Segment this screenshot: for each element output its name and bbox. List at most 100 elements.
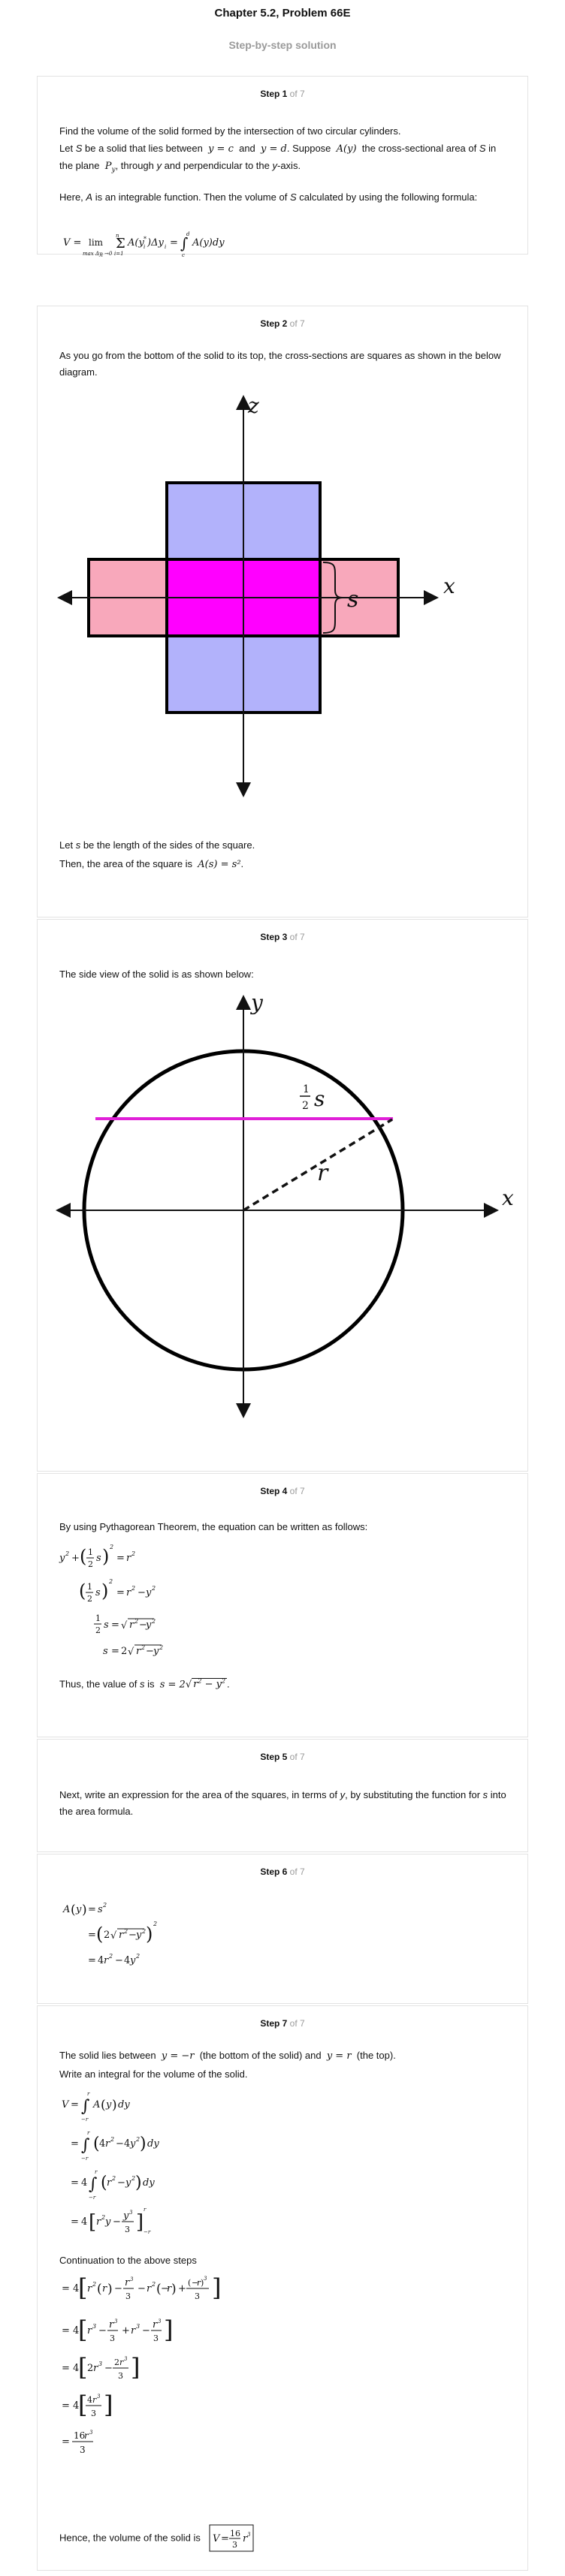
svg-text:2: 2 — [108, 1578, 113, 1585]
svg-text:−r: −r — [81, 2156, 89, 2162]
svg-text:y: y — [135, 1930, 142, 1941]
svg-text:= 4: = 4 — [62, 2325, 79, 2336]
svg-text:): ) — [101, 1580, 108, 1601]
step-7-conclusion: Hence, the volume of the solid is V = 16… — [59, 2524, 510, 2553]
svg-text:∫: ∫ — [89, 2175, 98, 2194]
step-2-header: Step 2 of 7 — [38, 318, 527, 329]
svg-text:2: 2 — [131, 2175, 135, 2182]
svg-text:r: r — [119, 2358, 124, 2367]
svg-text:r: r — [126, 1587, 131, 1598]
svg-text:√: √ — [110, 1930, 117, 1942]
svg-text:−: − — [98, 2325, 107, 2336]
svg-text:r: r — [92, 2395, 97, 2405]
svg-text:[: [ — [78, 2315, 87, 2344]
svg-text:3: 3 — [247, 2532, 251, 2538]
step-5-paragraph: Next, write an expression for the area o… — [59, 1789, 506, 1817]
step-label: Step 7 — [260, 2018, 288, 2029]
page-title: Chapter 5.2, Problem 66E — [214, 7, 351, 20]
step-label: Step 4 — [260, 1486, 288, 1496]
svg-text:A: A — [62, 1904, 70, 1915]
svg-text:−: − — [192, 2278, 198, 2288]
svg-text:2: 2 — [135, 2136, 140, 2143]
svg-text:r: r — [105, 2138, 110, 2150]
svg-text:): ) — [102, 1546, 109, 1567]
svg-text:A: A — [92, 2099, 100, 2111]
svg-text:3: 3 — [89, 2430, 93, 2436]
page-subtitle: Step-by-step solution — [228, 39, 337, 51]
svg-text:y: y — [145, 1587, 152, 1598]
radius-label: r — [317, 1160, 329, 1186]
step-count: of 7 — [289, 1752, 305, 1762]
svg-text:A(y: A(y — [127, 237, 144, 249]
svg-text:4: 4 — [98, 1955, 104, 1966]
step-7-header: Step 7 of 7 — [38, 2018, 527, 2029]
svg-text:V =: V = — [63, 237, 81, 249]
svg-text:r: r — [96, 2216, 101, 2228]
step-1-header: Step 1 of 7 — [38, 89, 527, 99]
svg-text:r: r — [129, 1619, 134, 1631]
svg-text:V: V — [62, 2099, 70, 2111]
svg-text:V: V — [213, 2533, 221, 2544]
svg-text:r: r — [136, 1646, 141, 1657]
svg-text:r: r — [93, 2363, 98, 2374]
svg-text:2: 2 — [111, 2175, 116, 2182]
svg-text:→0: →0 — [104, 251, 113, 257]
svg-text:+: + — [122, 2325, 130, 2336]
half-denominator: 2 — [302, 1100, 309, 1112]
svg-text:−: − — [161, 2283, 169, 2294]
svg-text:−: − — [128, 1930, 137, 1941]
svg-text:]: ] — [212, 2273, 221, 2302]
step-count: of 7 — [289, 89, 305, 99]
svg-text:(: ( — [101, 2098, 106, 2113]
svg-text:3: 3 — [91, 2409, 96, 2418]
svg-text:3: 3 — [125, 2291, 131, 2301]
svg-text:4: 4 — [99, 2138, 105, 2150]
svg-text:∫: ∫ — [180, 234, 188, 252]
svg-text:r: r — [153, 2319, 158, 2330]
svg-text:3: 3 — [114, 2318, 118, 2324]
svg-text:A(y)dy: A(y)dy — [192, 237, 225, 249]
svg-text:2: 2 — [95, 1625, 101, 1635]
svg-text:y: y — [145, 1619, 152, 1631]
z-axis-label: z — [247, 393, 259, 418]
svg-text:=: = — [71, 2177, 79, 2189]
step-5-header: Step 5 of 7 — [38, 1752, 527, 1762]
svg-text:=: = — [71, 2216, 79, 2228]
step-label: Step 5 — [260, 1752, 288, 1762]
svg-text:y: y — [129, 2138, 136, 2150]
step-2-card: Step 2 of 7 As you go from the bottom of… — [37, 306, 528, 917]
svg-text:): ) — [140, 2135, 147, 2153]
svg-text:(: ( — [93, 2135, 100, 2153]
svg-text:y: y — [104, 2216, 111, 2228]
step-4-conclusion: Thus, the value of s is s = 2√ r2 − y2. — [59, 1678, 230, 1691]
svg-text:[: [ — [78, 2391, 87, 2419]
step-3-paragraph: The side view of the solid is as shown b… — [59, 969, 254, 980]
volume-formula: V = lim max Δy i →0 Σ n i=1 A(y *i )Δy i = ∫… — [63, 231, 225, 258]
svg-text:r: r — [144, 2207, 147, 2213]
svg-text:3: 3 — [136, 2323, 140, 2330]
svg-text:=: = — [62, 2436, 70, 2448]
svg-text:): ) — [171, 2282, 177, 2297]
svg-text:(: ( — [96, 1924, 103, 1945]
svg-text:2: 2 — [108, 1953, 113, 1960]
step-5-card: Step 5 of 7 Next, write an expression fo… — [37, 1739, 528, 1852]
svg-text:2: 2 — [134, 1618, 138, 1625]
svg-text:): ) — [201, 2278, 204, 2288]
svg-text:y: y — [129, 1955, 136, 1966]
svg-text:(: ( — [97, 2282, 102, 2297]
svg-text:4: 4 — [124, 1955, 130, 1966]
svg-text:y: y — [122, 2210, 129, 2222]
svg-text:)Δy: )Δy — [147, 237, 164, 249]
svg-text:4: 4 — [81, 2216, 87, 2228]
svg-text:2: 2 — [65, 1550, 69, 1557]
svg-text:r: r — [87, 2325, 92, 2336]
svg-text:2: 2 — [87, 1594, 92, 1604]
svg-text:=: = — [116, 1553, 125, 1564]
svg-text:2: 2 — [151, 2281, 156, 2288]
svg-text:r: r — [102, 2283, 107, 2294]
svg-text:dy: dy — [147, 2138, 159, 2150]
svg-text:*: * — [144, 236, 147, 243]
